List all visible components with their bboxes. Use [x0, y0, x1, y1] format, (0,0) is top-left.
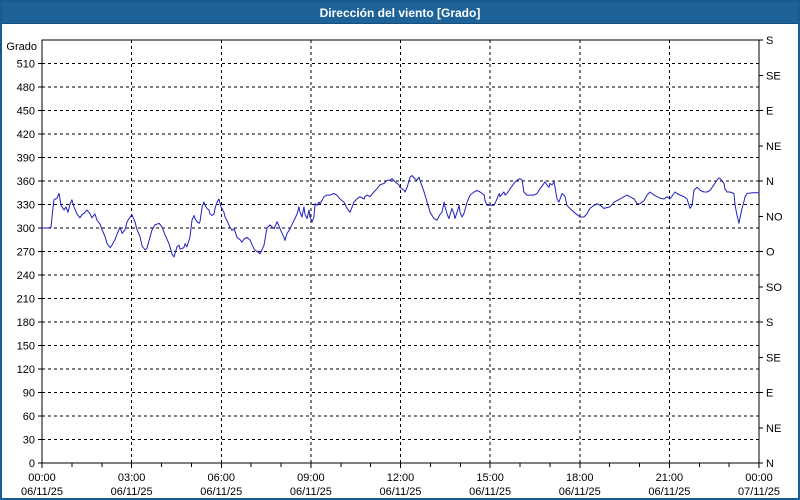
y-right-tick-label: N [766, 176, 774, 188]
y-right-tick-label: SE [766, 352, 781, 364]
x-axis-time-label: 03:00 [118, 472, 146, 484]
y-left-tick-label: 360 [17, 176, 35, 188]
y-left-tick-label: 30 [23, 435, 35, 447]
y-left-tick-label: 300 [17, 223, 35, 235]
y-left-tick-label: 450 [17, 106, 35, 118]
y-right-tick-label: NO [766, 211, 783, 223]
x-axis-date-label: 07/11/25 [738, 486, 780, 498]
chart-title: Dirección del viento [Grado] [319, 5, 481, 20]
y-left-tick-label: 390 [17, 153, 35, 165]
x-axis-date-label: 06/11/25 [379, 486, 421, 498]
y-left-tick-label: 420 [17, 129, 35, 141]
y-left-tick-label: 330 [17, 200, 35, 212]
wind-direction-series-line [41, 175, 760, 258]
x-axis-date-label: 06/11/25 [648, 486, 690, 498]
y-left-tick-label: 60 [23, 411, 35, 423]
y-right-tick-label: NE [766, 141, 781, 153]
y-left-tick-label: 180 [17, 317, 35, 329]
x-axis-time-label: 21:00 [656, 472, 684, 484]
title-bar: Dirección del viento [Grado] [2, 2, 798, 24]
y-left-tick-label: 120 [17, 364, 35, 376]
y-left-tick-label: 480 [17, 82, 35, 94]
x-axis-date-label: 06/11/25 [469, 486, 511, 498]
x-axis-time-label: 12:00 [387, 472, 415, 484]
y-axis-unit-label: Grado [6, 41, 37, 53]
y-left-tick-label: 150 [17, 341, 35, 353]
y-right-tick-label: O [766, 247, 775, 259]
x-axis-date-label: 06/11/25 [290, 486, 332, 498]
x-axis-time-label: 00:00 [745, 472, 773, 484]
y-left-tick-label: 270 [17, 247, 35, 259]
x-axis-time-label: 00:00 [28, 472, 56, 484]
y-right-tick-label: NE [766, 423, 781, 435]
x-axis-date-label: 06/11/25 [21, 486, 63, 498]
y-right-tick-label: SO [766, 282, 782, 294]
y-right-tick-label: E [766, 388, 773, 400]
x-axis-time-label: 06:00 [207, 472, 235, 484]
x-axis-time-label: 09:00 [297, 472, 325, 484]
y-right-tick-label: S [766, 317, 773, 329]
y-right-tick-label: N [766, 458, 774, 470]
y-left-tick-label: 210 [17, 294, 35, 306]
y-right-tick-label: SE [766, 70, 781, 82]
y-right-tick-label: E [766, 106, 773, 118]
x-axis-date-label: 06/11/25 [111, 486, 153, 498]
y-left-tick-label: 510 [17, 59, 35, 71]
y-left-tick-label: 90 [23, 388, 35, 400]
y-right-tick-label: S [766, 35, 773, 47]
y-left-tick-label: 0 [29, 458, 35, 470]
x-axis-time-label: 18:00 [566, 472, 594, 484]
x-axis-time-label: 15:00 [476, 472, 504, 484]
x-axis-date-label: 06/11/25 [200, 486, 242, 498]
y-left-tick-label: 240 [17, 270, 35, 282]
x-axis-date-label: 06/11/25 [559, 486, 601, 498]
